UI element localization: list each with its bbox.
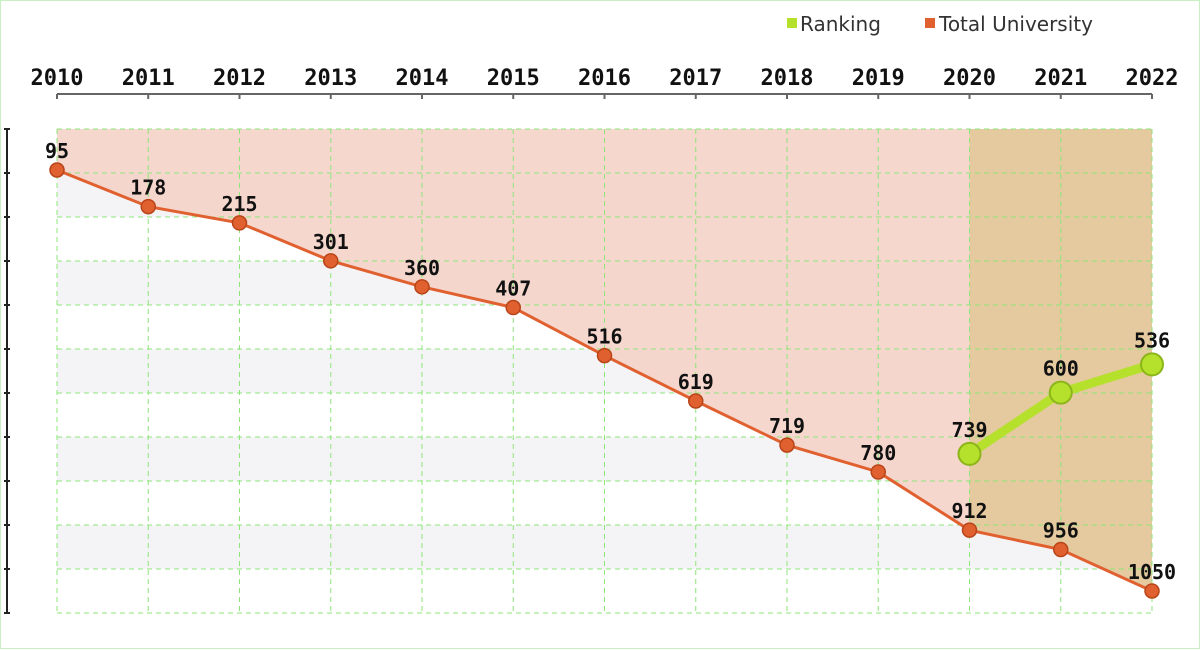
x-tick-label: 2018 <box>761 66 814 91</box>
x-tick-label: 2010 <box>31 66 84 91</box>
point-total-university <box>1144 583 1160 599</box>
label-total-university: 719 <box>769 414 805 438</box>
label-ranking: 536 <box>1134 328 1170 352</box>
data-labels: 95 178 215 301 360 407 516 619 719 780 912 956 1050 7… <box>45 139 1176 584</box>
label-total-university: 1050 <box>1128 560 1176 584</box>
x-tick-label: 2020 <box>943 66 996 91</box>
legend-swatch-ranking <box>787 18 797 28</box>
point-total-university <box>961 522 978 538</box>
point-ranking <box>957 441 982 466</box>
x-tick-label: 2017 <box>669 66 722 91</box>
label-total-university: 407 <box>495 277 531 301</box>
label-ranking: 600 <box>1043 357 1079 381</box>
point-total-university <box>1053 541 1069 558</box>
label-total-university: 360 <box>404 256 440 280</box>
x-tick-label: 2011 <box>122 66 175 91</box>
point-ranking <box>1140 352 1164 377</box>
point-total-university <box>779 437 795 453</box>
legend-label-ranking: Ranking <box>800 12 881 36</box>
point-total-university <box>414 279 430 295</box>
point-total-university <box>140 198 156 215</box>
area-fills <box>57 129 1152 591</box>
area-total-university <box>57 129 1152 591</box>
label-ranking: 739 <box>951 418 987 442</box>
label-total-university: 516 <box>586 325 622 349</box>
label-total-university: 780 <box>860 441 896 465</box>
point-total-university <box>688 393 704 409</box>
x-tick-label: 2015 <box>487 66 540 91</box>
x-tick-label: 2012 <box>213 66 266 91</box>
label-total-university: 95 <box>45 139 69 163</box>
point-ranking <box>1048 380 1073 405</box>
axes: 2010 2011 2012 2013 2014 2015 2016 2017 2018 2019… <box>4 66 1179 614</box>
x-tick-label: 2022 <box>1126 66 1179 91</box>
x-tick-label: 2021 <box>1034 66 1087 91</box>
x-tick-label: 2016 <box>578 66 631 91</box>
x-tick-label: 2013 <box>304 66 357 91</box>
grid-lines <box>56 128 1153 614</box>
label-total-university: 956 <box>1043 519 1079 543</box>
point-total-university <box>49 162 65 178</box>
label-total-university: 301 <box>313 230 349 254</box>
label-total-university: 912 <box>951 499 987 523</box>
x-tick-label: 2014 <box>396 66 449 91</box>
point-total-university <box>870 464 886 480</box>
label-total-university: 619 <box>678 370 714 394</box>
legend: Ranking Total University <box>787 12 1093 36</box>
legend-swatch-total-university <box>925 18 935 28</box>
data-points <box>49 162 1164 599</box>
point-total-university <box>596 347 613 364</box>
point-total-university <box>505 299 521 316</box>
area-ranking <box>969 129 1152 591</box>
label-total-university: 215 <box>221 192 257 216</box>
point-total-university <box>231 215 248 231</box>
point-total-university <box>323 253 339 269</box>
x-tick-label: 2019 <box>852 66 905 91</box>
label-total-university: 178 <box>130 176 166 200</box>
legend-label-total-university: Total University <box>938 12 1093 36</box>
